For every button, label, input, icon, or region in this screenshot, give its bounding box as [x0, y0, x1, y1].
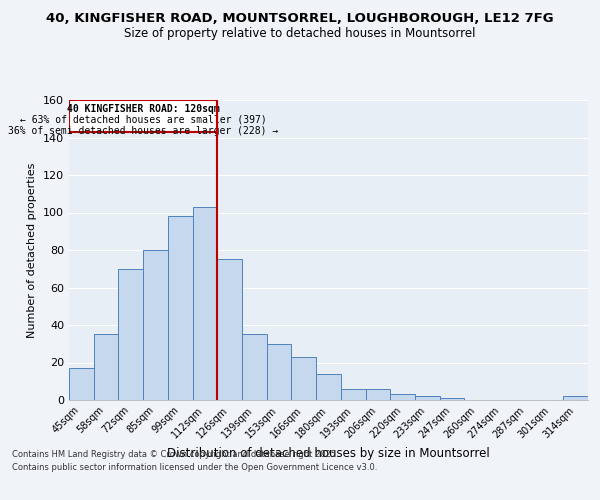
Bar	[217, 260, 242, 400]
X-axis label: Distribution of detached houses by size in Mountsorrel: Distribution of detached houses by size …	[167, 446, 490, 460]
Bar	[267, 344, 292, 400]
Bar	[365, 389, 390, 400]
Bar	[69, 100, 217, 132]
Bar	[316, 374, 341, 400]
Bar	[118, 269, 143, 400]
Text: Contains HM Land Registry data © Crown copyright and database right 2025.: Contains HM Land Registry data © Crown c…	[12, 450, 338, 459]
Text: 36% of semi-detached houses are larger (228) →: 36% of semi-detached houses are larger (…	[8, 126, 278, 136]
Bar	[440, 398, 464, 400]
Text: Size of property relative to detached houses in Mountsorrel: Size of property relative to detached ho…	[124, 28, 476, 40]
Text: ← 63% of detached houses are smaller (397): ← 63% of detached houses are smaller (39…	[20, 115, 266, 125]
Bar	[193, 207, 217, 400]
Bar	[563, 396, 588, 400]
Text: 40 KINGFISHER ROAD: 120sqm: 40 KINGFISHER ROAD: 120sqm	[67, 104, 220, 114]
Bar	[341, 389, 365, 400]
Bar	[69, 368, 94, 400]
Bar	[168, 216, 193, 400]
Y-axis label: Number of detached properties: Number of detached properties	[28, 162, 37, 338]
Text: 40, KINGFISHER ROAD, MOUNTSORREL, LOUGHBOROUGH, LE12 7FG: 40, KINGFISHER ROAD, MOUNTSORREL, LOUGHB…	[46, 12, 554, 26]
Bar	[242, 334, 267, 400]
Bar	[390, 394, 415, 400]
Text: Contains public sector information licensed under the Open Government Licence v3: Contains public sector information licen…	[12, 462, 377, 471]
Bar	[94, 334, 118, 400]
Bar	[292, 357, 316, 400]
Bar	[415, 396, 440, 400]
Bar	[143, 250, 168, 400]
